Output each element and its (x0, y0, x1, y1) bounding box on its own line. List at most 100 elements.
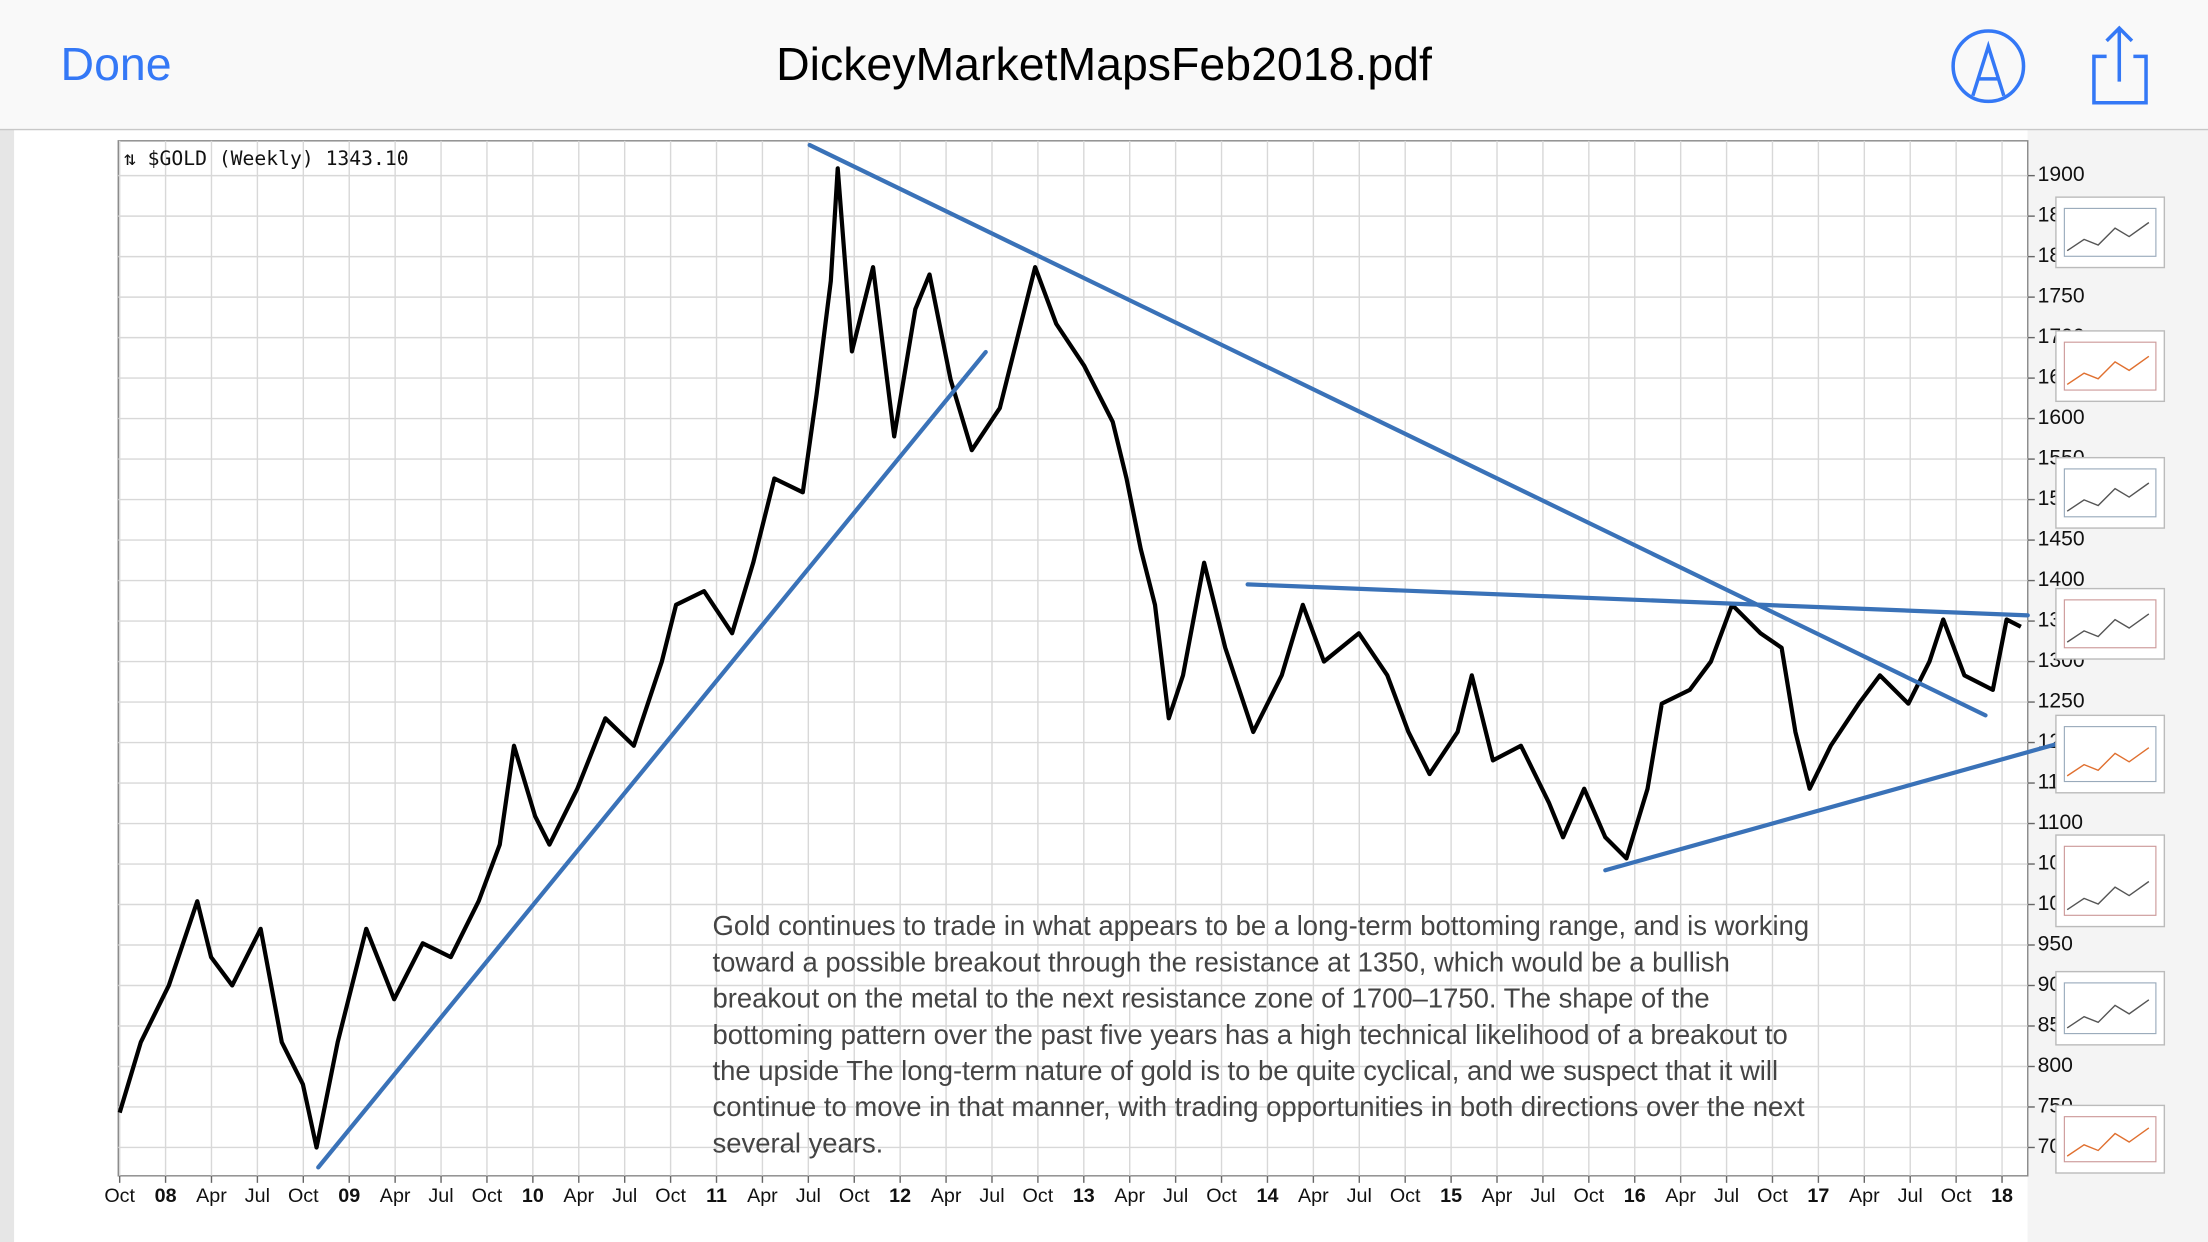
thumbnail-sketch (2066, 880, 2150, 911)
thumbnail[interactable] (2055, 330, 2166, 403)
annotation-line: toward a possible breakout through the r… (713, 946, 1730, 977)
markup-button[interactable] (1951, 29, 2026, 104)
thumbnail[interactable] (2055, 1104, 2166, 1174)
x-tick-label: Jul (979, 1185, 1004, 1207)
x-tick-label: Oct (1941, 1185, 1972, 1207)
x-tick-label: Apr (931, 1185, 962, 1207)
y-tick-label: 1400 (2038, 568, 2085, 591)
thumbnail[interactable] (2055, 587, 2166, 660)
y-tick-label: 1900 (2038, 163, 2085, 186)
x-tick-label: 16 (1624, 1185, 1646, 1207)
y-tick-label: 1250 (2038, 690, 2085, 713)
x-tick-label: 12 (889, 1185, 911, 1207)
document-title: DickeyMarketMapsFeb2018.pdf (776, 38, 1432, 90)
annotation-line: Gold continues to trade in what appears … (713, 910, 1810, 941)
y-tick-label: 800 (2038, 1054, 2073, 1077)
thumbnail[interactable] (2055, 714, 2166, 794)
chart-title-text: $GOLD (Weekly) 1343.10 (148, 147, 409, 170)
x-tick-label: Jul (1898, 1185, 1923, 1207)
x-tick-label: Oct (1757, 1185, 1788, 1207)
x-tick-label: Apr (1298, 1185, 1329, 1207)
trendline (316, 349, 988, 1170)
x-tick-label: Jul (612, 1185, 637, 1207)
x-tick-label: 08 (155, 1185, 177, 1207)
thumbnail-sketch (2066, 747, 2150, 777)
y-tick-label: 1600 (2038, 406, 2085, 429)
annotation-line: bottoming pattern over the past five yea… (713, 1019, 1788, 1050)
y-tick-label: 1750 (2038, 285, 2085, 308)
chart-title: ⇅ $GOLD (Weekly) 1343.10 (124, 147, 409, 170)
thumbnail-content (2063, 468, 2157, 518)
x-tick-label: Jul (796, 1185, 821, 1207)
trendline (1603, 741, 2061, 873)
share-box (2092, 54, 2148, 105)
x-tick-label: 11 (706, 1185, 727, 1207)
x-tick-label: Apr (380, 1185, 411, 1207)
annotation-line: breakout on the metal to the next resist… (713, 983, 1710, 1014)
x-tick-label: Oct (1023, 1185, 1054, 1207)
thumbnail-sketch (2066, 355, 2150, 386)
annotation-line: continue to move in that manner, with tr… (713, 1091, 1805, 1122)
x-tick-label: Apr (1849, 1185, 1880, 1207)
thumbnails (2055, 196, 2166, 1174)
x-tick-label: Oct (1206, 1185, 1237, 1207)
thumbnail-sketch (2066, 613, 2150, 643)
thumbnail[interactable] (2055, 970, 2166, 1046)
x-tick-label: Jul (1714, 1185, 1739, 1207)
thumbnail-content (2063, 599, 2157, 649)
thumbnail-content (2063, 982, 2157, 1035)
plot (117, 166, 2022, 1150)
thumbnail[interactable] (2055, 834, 2166, 928)
x-tick-label: Apr (747, 1185, 778, 1207)
x-tick-label: 15 (1440, 1185, 1462, 1207)
price-line (117, 166, 2022, 1150)
annotation: Gold continues to trade in what appears … (713, 910, 1810, 1158)
x-tick-label: Apr (1482, 1185, 1513, 1207)
x-tick-label: Jul (1163, 1185, 1188, 1207)
done-button[interactable]: Done (61, 38, 172, 90)
thumbnail-sketch (2066, 1127, 2150, 1157)
thumbnail[interactable] (2055, 196, 2166, 269)
x-tick-label: Oct (472, 1185, 503, 1207)
thumbnail-page (2055, 714, 2166, 794)
x-tick-label: 17 (1807, 1185, 1829, 1207)
thumbnail-page (2055, 834, 2166, 928)
x-tick-label: Jul (1347, 1185, 1372, 1207)
x-tick-label: Oct (655, 1185, 686, 1207)
trendline (1245, 582, 2030, 618)
x-tick-label: 09 (338, 1185, 360, 1207)
x-tick-label: Apr (196, 1185, 227, 1207)
thumbnail[interactable] (2055, 456, 2166, 529)
trendlines (316, 142, 2061, 1170)
thumbnail-sketch (2066, 999, 2150, 1029)
symbol-icon: ⇅ (124, 147, 148, 170)
thumbnail-strip (2027, 129, 2208, 1242)
share-arrow (2105, 25, 2134, 82)
y-tick-label: 1100 (2038, 811, 2083, 834)
share-button[interactable] (2092, 25, 2148, 105)
thumbnail-content (2063, 845, 2157, 916)
x-tick-label: 10 (522, 1185, 544, 1207)
x-tick-label: Apr (1665, 1185, 1696, 1207)
thumbnail-sketch (2066, 482, 2150, 512)
x-tick-label: Apr (563, 1185, 594, 1207)
y-tick-label: 950 (2038, 933, 2073, 956)
x-tick-label: 13 (1073, 1185, 1095, 1207)
x-tick-label: Oct (1390, 1185, 1421, 1207)
annotation-line: the upside The long-term nature of gold … (713, 1055, 1779, 1086)
x-tick-label: Oct (104, 1185, 135, 1207)
plot-frame (117, 140, 2029, 1177)
thumbnail-sketch (2066, 221, 2150, 252)
y-tick-label: 1450 (2038, 528, 2085, 551)
x-tick-label: Oct (288, 1185, 319, 1207)
x-tick-label: Oct (839, 1185, 870, 1207)
thumbnail-content (2063, 1116, 2157, 1163)
trendline (807, 142, 1988, 718)
markup-glyph (1971, 40, 2006, 97)
x-tick-label: Jul (245, 1185, 270, 1207)
x-tick-label: 18 (1991, 1185, 2013, 1207)
grid: 7007508008509009501000105011001150120012… (104, 140, 2085, 1207)
thumbnail-page (2055, 970, 2166, 1046)
